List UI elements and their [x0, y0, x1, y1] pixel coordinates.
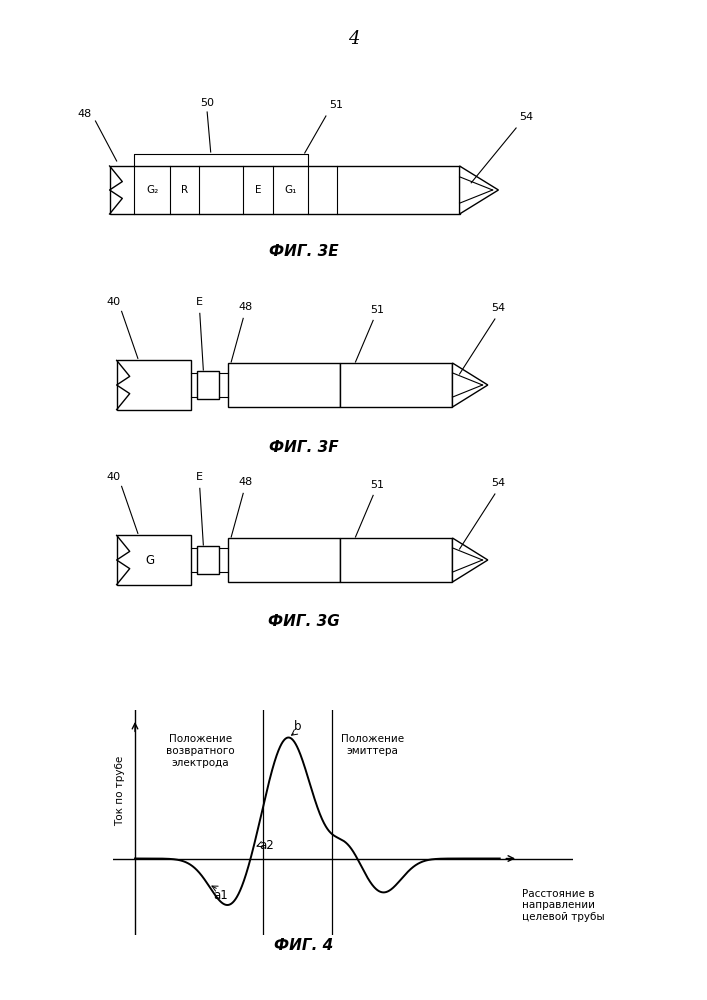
Text: Ток по трубе: Ток по трубе [115, 756, 125, 826]
Text: G₂: G₂ [146, 185, 158, 195]
Bar [197, 546, 219, 574]
Text: 54: 54 [520, 112, 534, 122]
Text: 48: 48 [238, 477, 252, 487]
Text: Расстояние в
направлении
целевой трубы: Расстояние в направлении целевой трубы [522, 889, 604, 922]
Polygon shape [460, 166, 498, 214]
Text: 51: 51 [370, 480, 384, 490]
Bar [197, 371, 219, 399]
Bar [110, 166, 460, 214]
Text: ФИГ. 3Е: ФИГ. 3Е [269, 244, 339, 259]
Text: 40: 40 [106, 297, 120, 307]
Text: G: G [146, 554, 155, 566]
Text: 51: 51 [329, 100, 344, 110]
Bar [117, 535, 191, 585]
Text: 54: 54 [491, 303, 506, 313]
Text: R: R [181, 185, 188, 195]
Polygon shape [452, 363, 488, 407]
Bar [340, 538, 452, 582]
Text: 48: 48 [238, 302, 252, 312]
Text: E: E [255, 185, 262, 195]
Text: 51: 51 [370, 305, 384, 315]
Text: 40: 40 [106, 472, 120, 482]
Bar [340, 363, 452, 407]
Polygon shape [452, 538, 488, 582]
Bar [228, 363, 340, 407]
Text: a2: a2 [259, 839, 274, 852]
Bar [117, 360, 191, 410]
Text: b: b [294, 720, 301, 733]
Text: ФИГ. 3F: ФИГ. 3F [269, 440, 339, 454]
Text: 48: 48 [78, 109, 92, 119]
Text: Положение
эмиттера: Положение эмиттера [341, 734, 404, 756]
Text: 50: 50 [200, 98, 214, 108]
Text: 4: 4 [348, 30, 359, 48]
Text: 54: 54 [491, 478, 506, 488]
Text: ФИГ. 3G: ФИГ. 3G [268, 614, 340, 630]
Text: E: E [197, 297, 204, 307]
Text: E: E [197, 472, 204, 482]
Text: a1: a1 [214, 889, 228, 902]
Text: Положение
возвратного
электрода: Положение возвратного электрода [166, 734, 235, 768]
Text: G₁: G₁ [284, 185, 297, 195]
Text: ФИГ. 4: ФИГ. 4 [274, 938, 334, 952]
Bar [228, 538, 340, 582]
